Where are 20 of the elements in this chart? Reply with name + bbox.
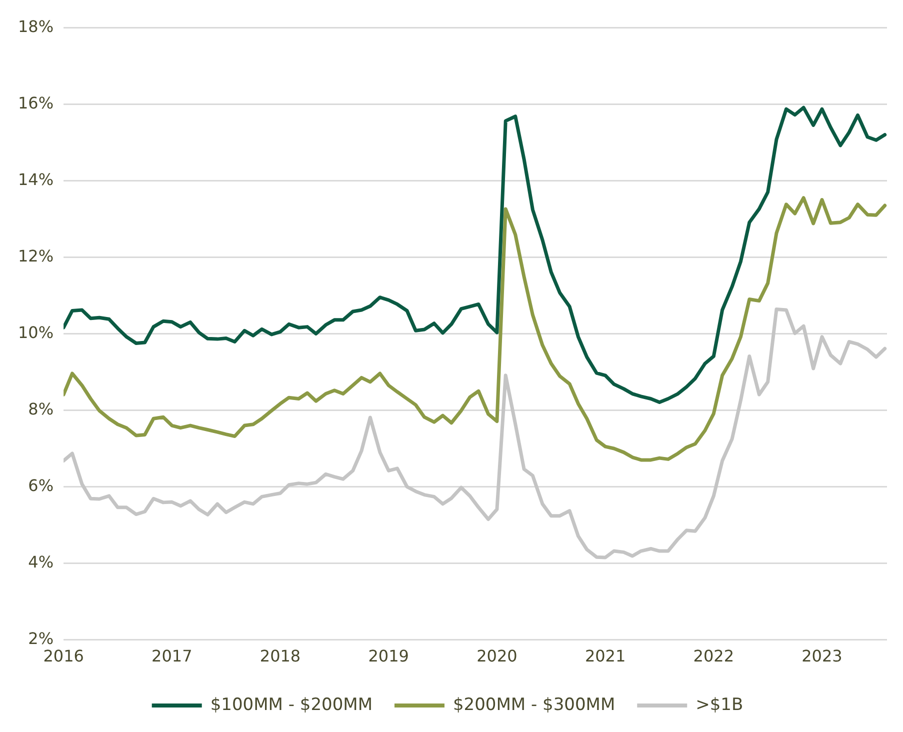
x-tick-label: 2020 [476, 646, 518, 666]
y-tick-label: 6% [28, 476, 54, 495]
x-tick-label: 2016 [43, 646, 84, 666]
x-tick-label: 2019 [368, 646, 409, 666]
y-tick-label: 16% [18, 93, 54, 112]
y-tick-label: 10% [18, 322, 54, 342]
y-tick-label: 18% [18, 16, 54, 36]
x-tick-label: 2017 [152, 646, 192, 666]
y-tick-label: 2% [28, 628, 54, 648]
y-tick-label: 14% [18, 170, 54, 189]
legend-label: $200MM - $300MM [452, 694, 616, 715]
x-tick-label: 2021 [584, 646, 626, 666]
x-tick-label: 2018 [260, 646, 301, 666]
legend-label: >$1B [696, 694, 744, 715]
legend-label: $100MM - $200MM [210, 694, 372, 715]
x-tick-label: 2023 [802, 646, 842, 666]
y-tick-label: 12% [18, 246, 54, 266]
y-tick-label: 8% [28, 399, 54, 418]
y-tick-label: 4% [28, 552, 54, 572]
x-tick-label: 2022 [693, 646, 734, 666]
